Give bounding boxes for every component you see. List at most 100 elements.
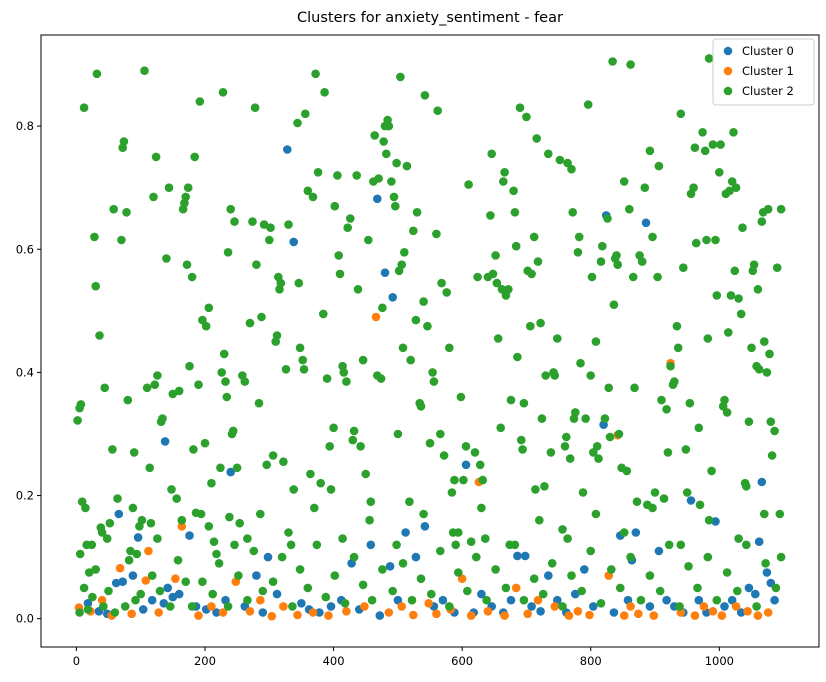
data-point: [765, 349, 774, 359]
data-point: [312, 540, 322, 550]
data-point: [76, 400, 86, 409]
data-point: [298, 355, 308, 365]
data-point: [174, 589, 184, 599]
data-point: [82, 540, 91, 550]
data-point: [420, 522, 430, 531]
data-point: [187, 602, 197, 611]
data-point: [747, 343, 756, 353]
data-point: [124, 555, 134, 565]
data-point: [214, 559, 224, 568]
data-point: [670, 377, 679, 386]
data-point: [136, 589, 145, 599]
data-point: [349, 426, 359, 436]
data-point: [75, 608, 84, 617]
data-point: [319, 309, 328, 319]
legend-label: Cluster 1: [742, 64, 794, 78]
data-point: [454, 568, 463, 577]
data-point: [703, 334, 713, 343]
data-point: [609, 300, 619, 310]
x-tick-label: 1000: [705, 654, 734, 668]
data-point: [384, 608, 394, 617]
data-point: [126, 546, 135, 556]
data-point: [392, 158, 401, 168]
data-point: [226, 467, 235, 477]
data-point: [313, 168, 323, 177]
data-point: [510, 208, 520, 217]
data-point: [734, 534, 743, 543]
data-point: [529, 232, 539, 242]
data-point: [177, 515, 187, 525]
y-tick-label: 0.4: [16, 365, 34, 379]
data-point: [445, 343, 454, 353]
data-point: [654, 546, 664, 556]
data-point: [749, 260, 759, 270]
data-point: [396, 72, 405, 82]
data-point: [461, 442, 471, 451]
x-tick-label: 400: [323, 654, 345, 668]
series-2: [73, 54, 786, 617]
data-point: [657, 395, 666, 405]
data-point: [333, 171, 342, 180]
data-point: [761, 559, 770, 568]
data-point: [700, 146, 710, 156]
data-point: [600, 414, 610, 423]
data-point: [289, 485, 299, 494]
data-point: [536, 607, 545, 616]
data-point: [162, 254, 171, 263]
data-point: [447, 488, 457, 497]
data-point: [293, 610, 302, 620]
data-point: [506, 595, 516, 605]
data-point: [641, 218, 651, 228]
data-point: [640, 183, 650, 192]
data-point: [356, 442, 365, 451]
data-point: [596, 257, 606, 266]
data-point: [637, 257, 647, 266]
data-point: [225, 512, 234, 522]
data-point: [128, 571, 138, 580]
data-point: [137, 515, 147, 525]
data-point: [509, 186, 518, 196]
data-point: [293, 118, 302, 128]
data-point: [373, 194, 382, 204]
data-point: [379, 137, 389, 146]
data-point: [672, 321, 682, 331]
data-point: [218, 608, 228, 617]
data-point: [388, 586, 398, 596]
data-point: [149, 192, 158, 202]
data-point: [645, 571, 655, 580]
data-point: [361, 469, 371, 479]
data-point: [681, 445, 691, 454]
data-point: [127, 609, 136, 619]
data-point: [608, 57, 617, 66]
data-point: [513, 551, 522, 561]
data-point: [216, 463, 225, 473]
y-tick-label: 0.0: [16, 612, 34, 626]
data-point: [276, 278, 286, 288]
data-point: [160, 437, 170, 446]
data-point: [371, 312, 381, 322]
data-point: [731, 183, 741, 192]
data-point: [625, 204, 634, 214]
data-point: [340, 599, 350, 608]
data-point: [228, 426, 238, 436]
data-point: [716, 140, 725, 149]
data-point: [676, 109, 686, 119]
data-point: [412, 208, 422, 217]
data-point: [504, 285, 513, 294]
data-point: [734, 294, 743, 303]
data-point: [689, 183, 698, 192]
data-point: [515, 103, 525, 112]
data-point: [767, 451, 777, 460]
data-point: [567, 571, 576, 580]
data-point: [284, 220, 293, 229]
data-point: [91, 565, 100, 574]
data-point: [397, 260, 407, 270]
data-point: [163, 583, 172, 593]
data-point: [250, 103, 260, 112]
data-point: [535, 515, 544, 525]
data-point: [691, 238, 701, 248]
data-point: [181, 577, 190, 586]
data-point: [585, 610, 594, 620]
data-point: [472, 552, 481, 562]
data-point: [720, 602, 729, 611]
